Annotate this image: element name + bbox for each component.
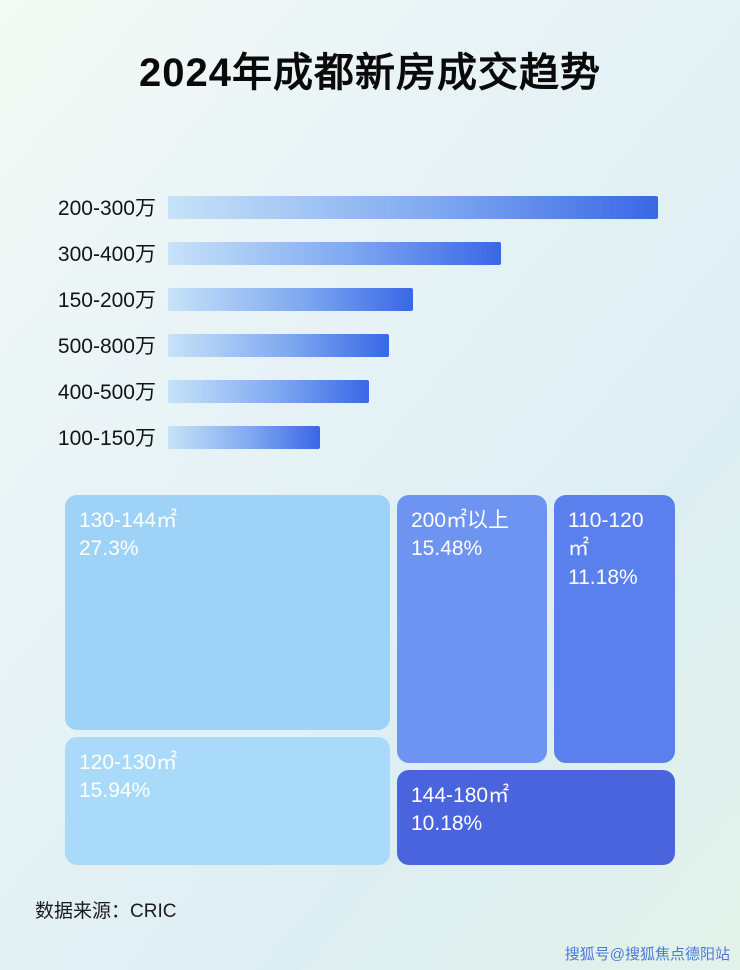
bar xyxy=(168,241,502,265)
bar xyxy=(168,287,413,311)
treemap-block-110-120: 110-120㎡ 11.18% xyxy=(554,495,675,763)
bar-track xyxy=(168,333,658,357)
treemap-block-label: 120-130㎡ xyxy=(79,751,178,774)
bar-category-label: 100-150万 xyxy=(57,427,156,450)
bar-row: 400-500万 xyxy=(40,368,740,414)
bar-category-label: 300-400万 xyxy=(57,243,156,266)
bar-track xyxy=(168,379,658,403)
page-title: 2024年成都新房成交趋势 xyxy=(139,51,601,95)
treemap-block-value: 11.18% xyxy=(568,565,638,589)
watermark: 搜狐号@搜狐焦点德阳站 xyxy=(564,946,730,963)
bar-category-label: 500-800万 xyxy=(57,335,156,358)
treemap-block-value: 15.94% xyxy=(79,779,151,803)
bar-track xyxy=(168,241,658,265)
treemap-block-label: 130-144㎡ xyxy=(79,509,178,532)
price-bar-chart: 200-300万 300-400万 150-200万 500-800万 400-… xyxy=(0,184,740,460)
bar-row: 500-800万 xyxy=(40,322,740,368)
bar-category-label: 150-200万 xyxy=(57,289,156,312)
treemap-block-200-plus: 200㎡以上 15.48% xyxy=(397,495,547,763)
treemap-block-value: 27.3% xyxy=(79,537,139,561)
bar-row: 150-200万 xyxy=(40,276,740,322)
bar xyxy=(168,425,320,449)
bar-category-label: 200-300万 xyxy=(57,197,156,220)
treemap-block-label: 144-180㎡ xyxy=(411,784,510,807)
bar-track xyxy=(168,287,658,311)
bar-track xyxy=(168,195,658,219)
treemap-block-value: 10.18% xyxy=(411,812,483,836)
bar xyxy=(168,379,369,403)
bar-track xyxy=(168,425,658,449)
bar-category-label: 400-500万 xyxy=(57,381,156,404)
bar xyxy=(168,333,389,357)
treemap-block-label: 200㎡以上 xyxy=(411,509,510,532)
treemap-block-value: 15.48% xyxy=(411,537,483,561)
bar-row: 200-300万 xyxy=(40,184,740,230)
bar-row: 300-400万 xyxy=(40,230,740,276)
treemap-block-label: 110-120㎡ xyxy=(568,509,644,561)
treemap-block-130-144: 130-144㎡ 27.3% xyxy=(65,495,390,730)
bar xyxy=(168,195,658,219)
treemap-block-120-130: 120-130㎡ 15.94% xyxy=(65,737,390,865)
data-source-note: 数据来源：CRIC xyxy=(35,901,177,922)
treemap-block-144-180: 144-180㎡ 10.18% xyxy=(397,770,675,865)
area-treemap: 130-144㎡ 27.3% 200㎡以上 15.48% 110-120㎡ 11… xyxy=(65,495,675,865)
bar-row: 100-150万 xyxy=(40,414,740,460)
